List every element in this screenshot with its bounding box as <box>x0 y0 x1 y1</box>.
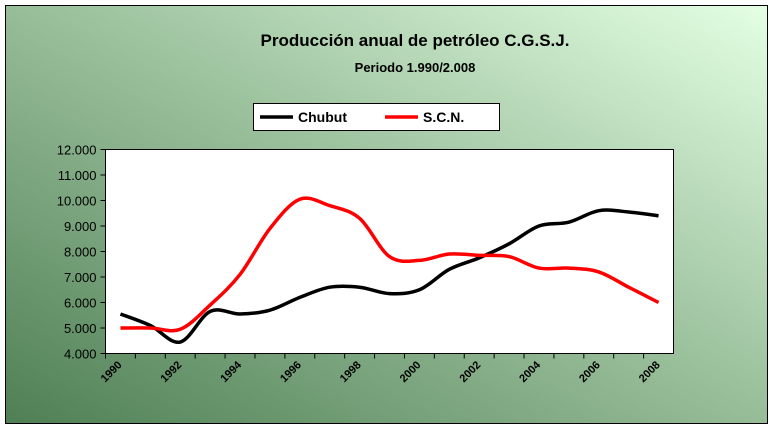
legend-label: Chubut <box>298 109 347 125</box>
y-tick-label: 8.000 <box>64 245 97 260</box>
y-tick-label: 4.000 <box>64 347 97 362</box>
y-tick-label: 10.000 <box>57 194 97 209</box>
y-tick-label: 6.000 <box>64 296 97 311</box>
chart-title: Producción anual de petróleo C.G.S.J. <box>261 31 570 50</box>
y-tick-label: 7.000 <box>64 270 97 285</box>
y-tick-label: 12.000 <box>57 143 97 158</box>
y-tick-label: 5.000 <box>64 321 97 336</box>
chart-subtitle: Periodo 1.990/2.008 <box>355 60 476 75</box>
y-tick-label: 11.000 <box>58 168 97 183</box>
y-tick-label: 9.000 <box>64 219 97 234</box>
series-line <box>119 208 659 344</box>
series-line <box>120 196 660 333</box>
legend-label: S.C.N. <box>423 109 464 125</box>
legend <box>253 103 500 131</box>
